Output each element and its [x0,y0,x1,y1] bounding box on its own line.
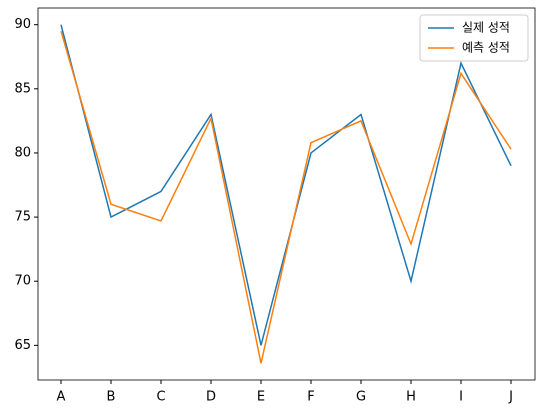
line [60,30,512,364]
x-tick-label: A [57,390,66,405]
y-tick-label: 65 [14,338,31,353]
y-tick-label: 70 [14,274,31,289]
x-tick-label: F [307,390,314,405]
x-tick-label: E [257,390,265,405]
x-tick-label: D [206,390,216,405]
x-tick-label: I [459,390,463,405]
x-tick-label: H [406,390,416,405]
x-tick-label: J [508,390,513,405]
legend-label: 예측 성적 [462,41,510,55]
line [60,24,512,346]
plot-frame [37,7,536,381]
legend-box [419,14,529,62]
y-tick-label: 85 [14,81,31,96]
y-tick-label: 75 [14,210,31,225]
x-tick-label: G [356,390,366,405]
x-tick-label: B [107,390,116,405]
x-tick-label: C [156,390,165,405]
legend-label: 실제 성적 [462,21,510,35]
y-tick-label: 80 [14,145,31,160]
y-tick-label: 90 [14,17,31,32]
